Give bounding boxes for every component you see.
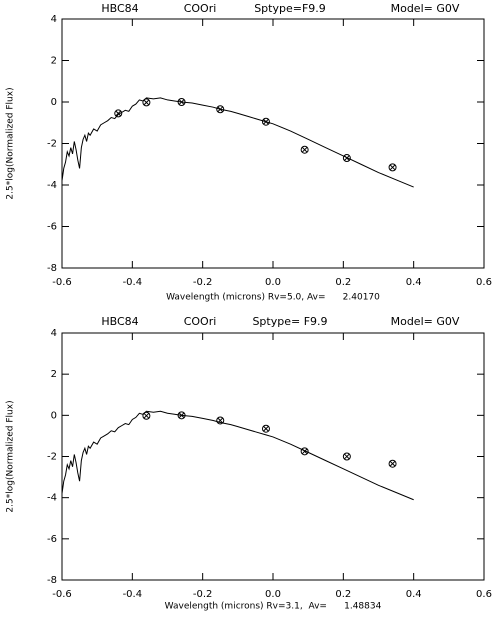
x-tick-label: 0.4	[406, 589, 422, 600]
photometry-point	[216, 105, 225, 114]
y-tick-label: 4	[51, 328, 57, 339]
point-cross	[389, 164, 396, 171]
y-tick-label: -8	[47, 263, 57, 274]
spectrum-line	[61, 97, 414, 188]
x-tick-label: -0.4	[123, 589, 143, 600]
photometry-point	[142, 98, 151, 107]
point-cross	[178, 99, 185, 105]
point-circle	[142, 98, 151, 107]
point-circle	[216, 105, 225, 114]
y-axis-label: 2.5*log(Normalized Flux)	[6, 87, 16, 199]
y-tick-label: -8	[47, 575, 57, 586]
title-part: Model= G0V	[391, 315, 460, 328]
photometry-point	[114, 109, 123, 118]
y-tick-label: -2	[47, 452, 57, 463]
x-tick-label: 0.4	[406, 277, 422, 288]
title-part: COOri	[184, 315, 217, 328]
plot-frame	[61, 332, 485, 581]
point-cross	[115, 110, 122, 117]
title-part: Sptype= F9.9	[252, 315, 327, 328]
x-axis-label: Wavelength (microns) Rv=3.1, Av= 1.48834	[165, 602, 382, 612]
point-circle	[342, 452, 351, 461]
x-tick-label: -0.6	[52, 277, 72, 288]
x-axis-label: Wavelength (microns) Rv=5.0, Av= 2.40170	[166, 293, 380, 303]
point-cross	[344, 155, 350, 161]
photometry-point	[300, 447, 309, 456]
x-tick-label: 0.2	[335, 277, 351, 288]
point-cross	[217, 417, 224, 424]
panel: HBC84 COOri Sptype=F9.9 Model= G0V Wavelengt…	[6, 2, 492, 303]
panel: HBC84 COOri Sptype= F9.9 Model= G0V Waveleng…	[6, 315, 492, 612]
point-circle	[261, 424, 270, 433]
point-cross	[344, 453, 350, 460]
point-cross	[217, 106, 224, 113]
point-circle	[388, 459, 397, 468]
point-cross	[263, 118, 269, 125]
y-tick-label: -6	[47, 222, 57, 233]
point-cross	[301, 146, 308, 153]
spectrum-line	[61, 410, 414, 501]
x-tick-label: 0.2	[335, 589, 351, 600]
point-cross	[389, 460, 396, 467]
point-circle	[300, 447, 309, 456]
photometry-point	[300, 145, 309, 154]
point-circle	[216, 416, 225, 425]
y-axis-label: 2.5*log(Normalized Flux)	[6, 400, 16, 512]
y-tick-label: -2	[47, 139, 57, 150]
photometry-point	[388, 459, 397, 468]
y-tick-label: 2	[51, 56, 57, 67]
x-tick-label: -0.2	[193, 277, 213, 288]
photometry-point	[177, 98, 186, 106]
x-tick-label: 0.6	[476, 589, 492, 600]
photometry-point	[342, 452, 351, 461]
title-part: COOri	[184, 2, 217, 15]
point-circle	[142, 411, 151, 420]
point-cross	[143, 412, 150, 419]
point-circle	[261, 117, 270, 126]
photometry-point	[261, 424, 270, 433]
point-circle	[388, 163, 397, 172]
point-circle	[177, 98, 186, 106]
title-part: Model= G0V	[391, 2, 460, 15]
x-tick-label: 0.6	[476, 277, 492, 288]
y-tick-label: -4	[47, 493, 57, 504]
photometry-point	[177, 411, 186, 420]
y-tick-label: -6	[47, 534, 57, 545]
y-tick-label: -4	[47, 180, 57, 191]
photometry-point	[142, 411, 151, 420]
point-cross	[263, 425, 269, 432]
x-tick-label: -0.4	[123, 277, 143, 288]
photometry-point	[261, 117, 270, 126]
y-tick-label: 0	[51, 97, 57, 108]
point-cross	[143, 99, 150, 106]
point-circle	[114, 109, 123, 118]
y-tick-label: 2	[51, 369, 57, 380]
title-part: Sptype=F9.9	[254, 2, 326, 15]
y-tick-label: 4	[51, 14, 57, 25]
photometry-point	[342, 154, 351, 163]
photometry-point	[216, 416, 225, 425]
y-tick-label: 0	[51, 410, 57, 421]
point-circle	[342, 154, 351, 163]
x-tick-label: 0.0	[265, 277, 281, 288]
point-circle	[300, 145, 309, 154]
point-cross	[178, 412, 185, 419]
plot-frame	[61, 18, 485, 269]
title-part: HBC84	[101, 2, 138, 15]
point-circle	[177, 411, 186, 420]
point-cross	[301, 448, 308, 455]
title-part: HBC84	[101, 315, 138, 328]
photometry-point	[388, 163, 397, 172]
x-tick-label: 0.0	[265, 589, 281, 600]
x-tick-label: -0.2	[193, 589, 213, 600]
x-tick-label: -0.6	[52, 589, 72, 600]
